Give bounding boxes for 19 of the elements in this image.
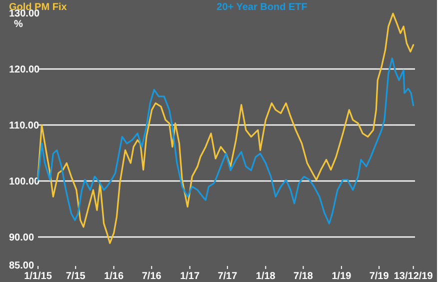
x-tick-label: 7/18 (294, 271, 314, 282)
y-tick-label: 90.00 (9, 232, 34, 244)
y-tick-label: 100.00 (9, 176, 40, 188)
y-axis-title: % (14, 19, 23, 30)
text: 20+ Year Bond ETF (216, 2, 308, 13)
y-tick-label: 110.00 (9, 120, 40, 132)
x-tick-label: 13/12/19 (394, 271, 434, 282)
line-series (37, 58, 414, 224)
x-tick-label: 7/15 (66, 271, 86, 282)
x-tick-label: 1/18 (256, 271, 276, 282)
x-tick-label: 7/19 (369, 271, 390, 282)
x-tick-label: 7/16 (142, 271, 162, 282)
x-tick-label: 1/1/15 (24, 271, 52, 282)
y-tick-label: 120.00 (9, 64, 40, 76)
x-tick-label: 1/19 (332, 271, 352, 282)
x-tick-label: 7/17 (218, 271, 238, 282)
x-tick-label: 1/17 (180, 271, 200, 282)
y-tick-label: 85.00 (9, 260, 34, 272)
x-tick-label: 1/16 (104, 271, 124, 282)
